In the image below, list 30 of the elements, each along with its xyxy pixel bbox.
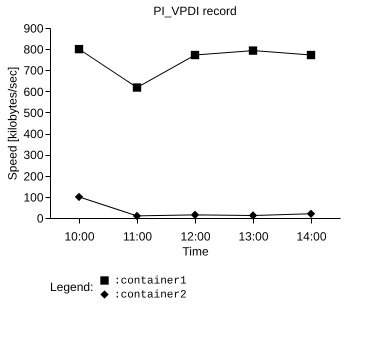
point [306, 50, 316, 60]
y-tick-label: 800 [23, 42, 44, 57]
x-tick-label: 13:00 [238, 230, 269, 244]
point [132, 83, 142, 92]
point [132, 212, 142, 220]
chart-title: PI_VPDI record [153, 4, 237, 18]
x-axis-title: Time [182, 244, 209, 258]
y-tick-label: 600 [23, 84, 44, 99]
x-tick-label: 14:00 [296, 230, 327, 244]
y-tick-label: 100 [23, 190, 44, 204]
legend-label: :container1 [114, 276, 188, 288]
point [306, 210, 316, 218]
y-tick-label: 700 [23, 64, 44, 78]
x-tick-label: 12:00 [180, 230, 211, 244]
y-tick-label: 0 [36, 212, 44, 226]
y-axis-title: Speed [kilobytes/sec] [5, 66, 20, 180]
y-tick-label: 300 [23, 148, 44, 162]
point [74, 44, 84, 54]
y-tick-label: 500 [23, 106, 44, 120]
point [248, 46, 258, 55]
legend-title: Legend: [50, 280, 94, 294]
point [248, 211, 258, 220]
point [74, 192, 84, 202]
y-tick-label: 400 [23, 127, 44, 142]
x-tick-label: 10:00 [64, 230, 95, 244]
y-tick-label: 200 [23, 169, 44, 184]
y-tick-label: 900 [23, 22, 44, 36]
legend-label: :container2 [114, 290, 187, 302]
x-tick-label: 11:00 [122, 230, 152, 244]
point [190, 50, 200, 60]
